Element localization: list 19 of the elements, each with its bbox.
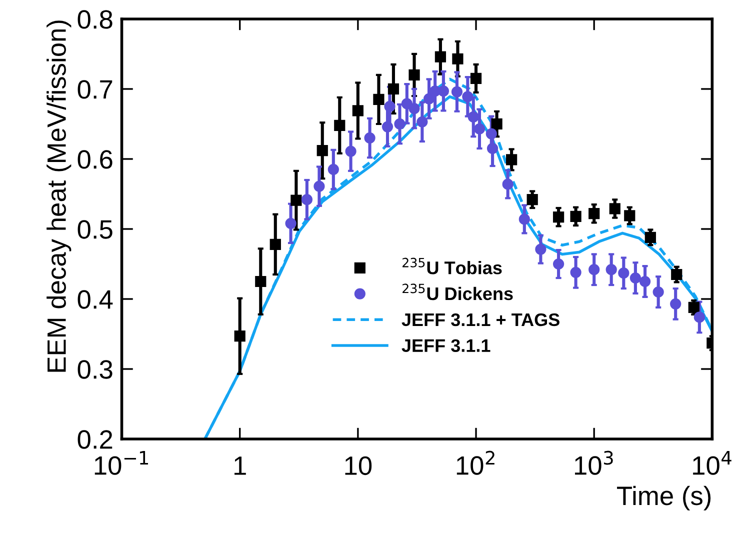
y-axis-title: EEM decay heat (MeV/fission) xyxy=(46,20,72,372)
y-tick-label: 0.4 xyxy=(78,290,113,309)
y-tick-label: 0.8 xyxy=(78,10,112,29)
legend-label: JEFF 3.1.1 + TAGS xyxy=(402,313,560,326)
y-tick-label: 0.5 xyxy=(78,220,112,239)
x-tick-label: 10$^{3}$ xyxy=(574,450,613,475)
x-tick-label: 10$^{2}$ xyxy=(456,450,494,475)
x-tick-label: 10$^{4}$ xyxy=(693,451,732,475)
y-tick-label: 0.6 xyxy=(78,150,112,169)
x-tick-label: 10$^{−1}$ xyxy=(94,451,148,475)
x-tick-label: 10 xyxy=(345,456,372,476)
y-tick-label: 0.2 xyxy=(78,430,112,449)
x-axis-title: Time (s) xyxy=(617,486,711,510)
x-tick-label: 1 xyxy=(234,456,246,475)
legend-label: JEFF 3.1.1 xyxy=(402,339,490,352)
legend-label: $^{235}$U Tobias xyxy=(402,258,502,274)
y-tick-label: 0.7 xyxy=(78,80,112,99)
y-tick-label: 0.3 xyxy=(78,360,112,379)
legend-label: $^{235}$U Dickens xyxy=(402,284,513,300)
